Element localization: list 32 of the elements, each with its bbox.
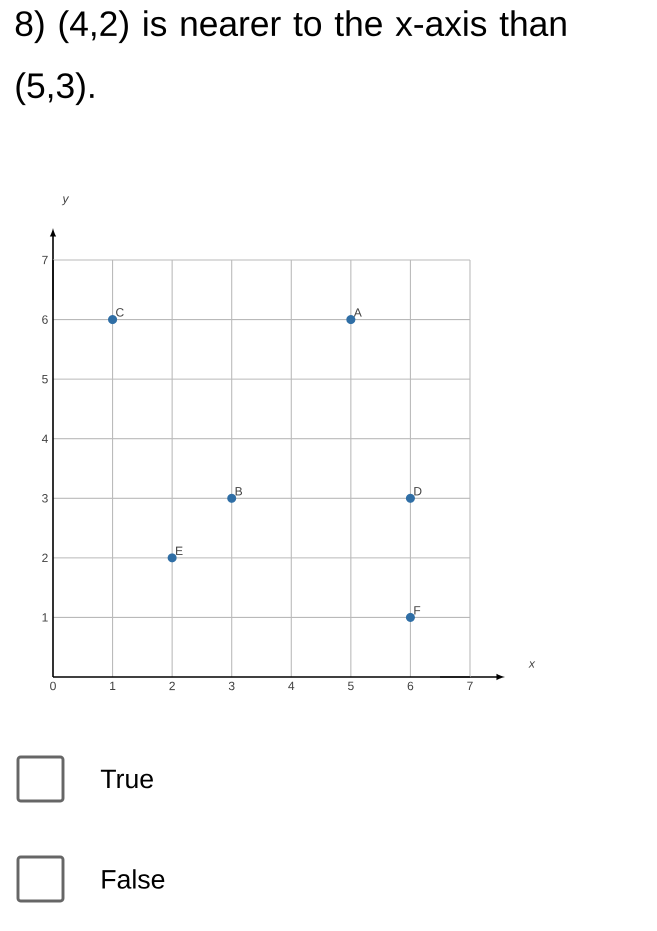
text: False [102, 869, 164, 889]
x-tick-label: 0 [50, 682, 56, 690]
y-tick-label: 2 [42, 554, 48, 562]
text: True [100, 770, 153, 788]
annotation: A [354, 308, 362, 317]
x-axis-title: x [528, 661, 536, 668]
annotation: C [116, 308, 124, 317]
point [108, 315, 118, 324]
point [406, 612, 415, 622]
annotation: D [414, 487, 422, 496]
x-tick-label: 7 [467, 682, 473, 690]
annotation: F [414, 606, 420, 614]
y-tick-label: 6 [42, 315, 48, 324]
x-tick-label: 4 [288, 682, 294, 690]
point [346, 315, 356, 324]
point [168, 553, 177, 562]
annotation: B [236, 487, 242, 496]
annotation: E [176, 546, 183, 555]
y-tick-label: 4 [42, 434, 48, 443]
y-tick-label: 7 [42, 256, 48, 264]
y-tick-label: 3 [42, 494, 48, 503]
x-tick-label: 3 [228, 682, 235, 690]
x-tick-label: 6 [408, 682, 414, 690]
chart-title: 8) (4,2) is nearer to the x-axis than (5,3). [16, 10, 566, 106]
x-tick-label: 1 [110, 682, 116, 690]
y-axis-title: y [62, 196, 70, 206]
y-tick-label: 5 [42, 374, 48, 384]
x-tick-label: 5 [348, 682, 354, 690]
point [227, 494, 236, 503]
point [406, 494, 415, 503]
x-tick-label: 2 [169, 682, 175, 690]
y-tick-label: 1 [42, 613, 48, 622]
